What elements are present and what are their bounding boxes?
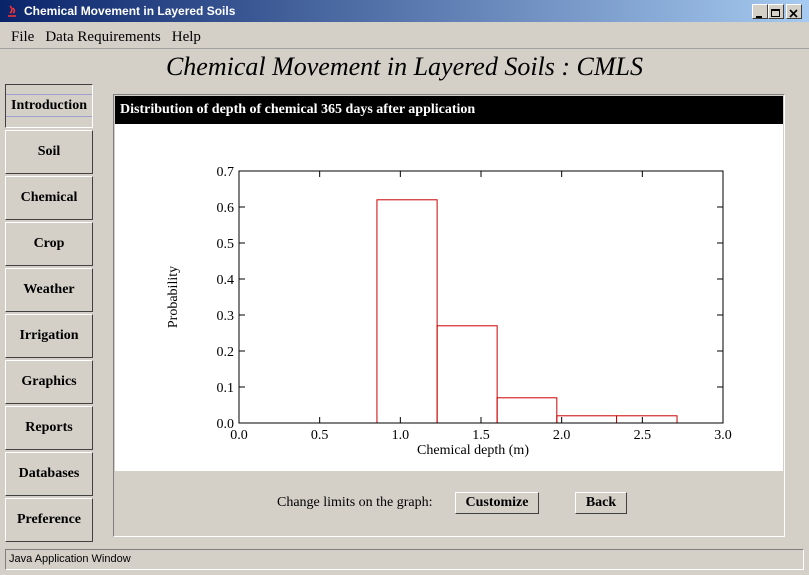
y-tick-label: 0.0	[217, 417, 235, 432]
controls-label: Change limits on the graph:	[277, 495, 433, 510]
sidebar-button[interactable]: Chemical	[5, 176, 93, 220]
app-title: Chemical Movement in Layered Soils : CML…	[165, 52, 644, 81]
java-icon	[8, 5, 16, 17]
histogram-bar	[436, 325, 498, 424]
sidebar-button[interactable]: Databases	[5, 452, 93, 496]
x-tick-label: 2.5	[634, 428, 652, 443]
menu-item[interactable]: Help	[171, 29, 201, 45]
maximize-button[interactable]	[768, 4, 784, 19]
x-axis-label: Chemical depth (m)	[417, 443, 529, 458]
x-tick-label: 0.5	[311, 428, 329, 443]
controls: Change limits on the graph: Customize Ba…	[115, 471, 783, 535]
back-button[interactable]: Back	[575, 492, 627, 514]
customize-button[interactable]: Customize	[455, 492, 539, 514]
status-text: Java Application Window	[9, 553, 131, 565]
sidebar-button[interactable]: Irrigation	[5, 314, 93, 358]
y-tick-label: 0.6	[217, 201, 235, 216]
status-bar: Java Application Window	[5, 549, 804, 570]
sidebar-button[interactable]: Soil	[5, 130, 93, 174]
histogram-bar	[556, 415, 618, 424]
y-axis-label: Probability	[166, 266, 181, 328]
panel-header: Distribution of depth of chemical 365 da…	[115, 96, 783, 124]
sidebar-button[interactable]: Introduction	[5, 84, 93, 128]
sidebar-button[interactable]: Preference	[5, 498, 93, 542]
histogram-bar	[616, 415, 678, 424]
y-tick-label: 0.1	[217, 381, 235, 396]
y-tick-label: 0.5	[217, 237, 235, 252]
minimize-button[interactable]	[752, 4, 768, 19]
y-tick-label: 0.2	[217, 345, 235, 360]
close-button[interactable]	[786, 4, 802, 19]
menu-item[interactable]: File	[11, 29, 35, 45]
chart: 0.0 0.5 1.0 1.5 2.0 2.5 3.0 0.0 0.1 0.2 0.3 0.4 0.5 0…	[166, 165, 732, 458]
x-tick-label: 0.0	[230, 428, 248, 443]
sidebar-button[interactable]: Graphics	[5, 360, 93, 404]
plot-area: 0.0 0.5 1.0 1.5 2.0 2.5 3.0 0.0 0.1 0.2 0.3 0.4 0.5 0…	[115, 124, 783, 471]
window-title: Chemical Movement in Layered Soils	[24, 4, 236, 18]
y-tick-label: 0.3	[217, 309, 235, 324]
panel-title: Distribution of depth of chemical 365 da…	[120, 102, 476, 117]
sidebar-button[interactable]: Crop	[5, 222, 93, 266]
title-bar: Chemical Movement in Layered Soils	[0, 0, 809, 22]
x-tick-label: 2.0	[553, 428, 571, 443]
y-tick-label: 0.4	[217, 273, 235, 288]
sidebar-button[interactable]: Reports	[5, 406, 93, 450]
menu-bar: File Data Requirements Help	[0, 24, 809, 49]
x-tick-label: 3.0	[714, 428, 732, 443]
x-tick-label: 1.5	[472, 428, 490, 443]
histogram-bar	[376, 199, 438, 424]
histogram-bar	[496, 397, 558, 424]
sidebar-button[interactable]: Weather	[5, 268, 93, 312]
menu-item[interactable]: Data Requirements	[45, 29, 161, 45]
plot-frame	[238, 170, 724, 424]
y-tick-label: 0.7	[217, 165, 235, 180]
x-tick-label: 1.0	[392, 428, 410, 443]
panel-frame	[113, 94, 785, 537]
